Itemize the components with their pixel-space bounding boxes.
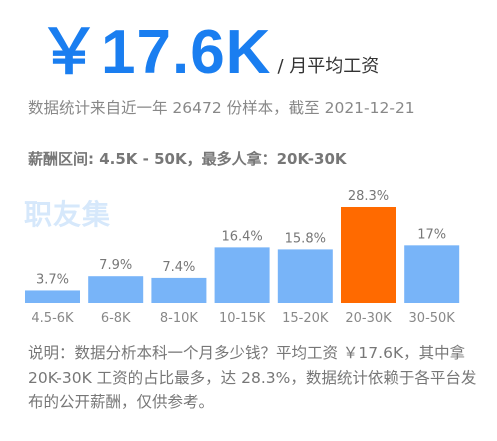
bar-30-50K (404, 245, 460, 303)
average-salary-header: ￥17.6K / 月平均工资 (38, 14, 379, 84)
category-label: 8-10K (160, 311, 199, 326)
category-label: 10-15K (219, 311, 266, 326)
bar-10-15K (214, 247, 270, 303)
bar-value-label: 7.4% (162, 260, 195, 275)
salary-range: 薪酬区间: 4.5K - 50K，最多人拿：20K-30K (28, 150, 347, 168)
bar-8-10K (151, 277, 207, 303)
bar-15-20K (277, 249, 333, 303)
category-label: 6-8K (101, 311, 131, 326)
bar-20-30K (341, 207, 396, 303)
bar-value-label: 28.3% (348, 189, 389, 204)
salary-distribution-chart: 3.7% 4.5-6K 7.9% 6-8K 7.4% 8-10K 16.4% 10-15K 15… (25, 189, 460, 326)
sample-info: 数据统计来自近一年 26472 份样本，截至 2021-12-21 (28, 99, 415, 117)
category-label: 4.5-6K (31, 311, 74, 326)
bar-value-label: 3.7% (36, 272, 69, 287)
category-label: 15-20K (282, 311, 329, 326)
bar-4.5-6K (25, 290, 80, 303)
average-salary-unit: / 月平均工资 (277, 56, 380, 77)
category-label: 20-30K (345, 311, 392, 326)
bar-value-label: 16.4% (221, 229, 262, 244)
category-label: 30-50K (409, 311, 456, 326)
bar-value-label: 7.9% (99, 258, 132, 273)
bar-value-label: 15.8% (285, 231, 326, 246)
watermark-logo: 职友集 (24, 198, 112, 231)
average-salary-amount: ￥17.6K (38, 18, 272, 87)
note-text: 说明：数据分析本科一个月多少钱？平均工资 ￥17.6K，其中拿 20K-30K … (28, 344, 477, 411)
bar-6-8K (88, 276, 144, 303)
bar-value-label: 17% (417, 227, 446, 242)
